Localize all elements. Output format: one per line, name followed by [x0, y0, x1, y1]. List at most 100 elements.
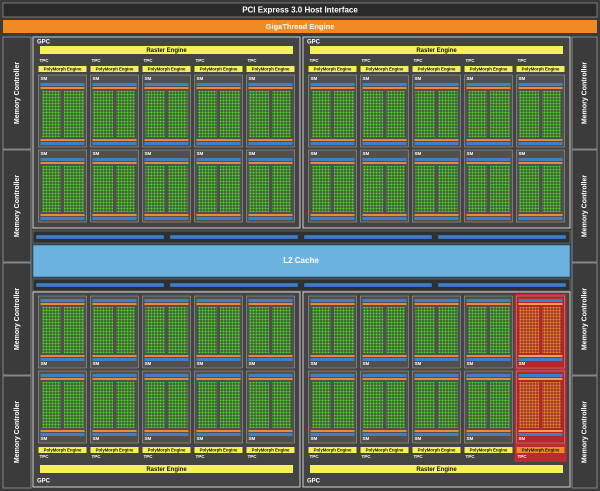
sm-label: SM: [519, 76, 526, 81]
sm-bar: [92, 355, 137, 357]
sm-bar: [40, 139, 85, 141]
polymorph-engine: [360, 447, 409, 453]
sm-bar: [414, 299, 459, 302]
memory-controller: [2, 375, 32, 489]
sm-bar: [466, 162, 511, 164]
sm-bar: [518, 433, 563, 436]
tpc-label: TPC: [144, 454, 154, 459]
core-block: [415, 307, 435, 353]
polymorph-engine: [142, 447, 191, 453]
sm-bar: [466, 303, 511, 305]
core-block: [334, 307, 354, 353]
raster-engine: [310, 465, 563, 473]
sm-bar: [248, 87, 293, 89]
sm-bar: [248, 378, 293, 380]
core-block: [334, 91, 354, 137]
core-block: [542, 382, 562, 428]
sm-bar: [414, 374, 459, 377]
core-block: [490, 91, 510, 137]
sm-bar: [362, 162, 407, 164]
sm-label: SM: [363, 436, 370, 441]
sm-label: SM: [363, 361, 370, 366]
core-block: [363, 382, 383, 428]
core-block: [311, 382, 331, 428]
polymorph-engine: [308, 66, 357, 72]
core-block: [363, 307, 383, 353]
memory-controller: [2, 262, 32, 376]
sm-bar: [144, 299, 189, 302]
polymorph-label: PolyMorph Engine: [522, 447, 560, 452]
crossbar-link: [35, 282, 165, 288]
tpc-label: TPC: [362, 454, 372, 459]
sm-bar: [414, 214, 459, 216]
sm-bar: [414, 378, 459, 380]
sm-bar: [466, 139, 511, 141]
sm-label: SM: [145, 151, 152, 156]
sm-bar: [466, 430, 511, 432]
core-block: [220, 382, 240, 428]
polymorph-label: PolyMorph Engine: [44, 447, 82, 452]
polymorph-label: PolyMorph Engine: [148, 66, 186, 71]
core-block: [116, 307, 136, 353]
core-block: [415, 382, 435, 428]
sm-bar: [248, 158, 293, 161]
core-block: [490, 307, 510, 353]
sm-bar: [40, 142, 85, 145]
sm-bar: [92, 214, 137, 216]
tpc-label: TPC: [248, 58, 258, 63]
sm-label: SM: [197, 76, 204, 81]
tpc-label: TPC: [196, 454, 206, 459]
sm-bar: [92, 139, 137, 141]
sm-bar: [466, 142, 511, 145]
sm-bar: [414, 355, 459, 357]
sm-bar: [466, 374, 511, 377]
core-block: [490, 166, 510, 212]
sm-bar: [466, 433, 511, 436]
sm-bar: [248, 217, 293, 220]
core-block: [168, 91, 188, 137]
sm-label: SM: [467, 151, 474, 156]
polymorph-engine: [516, 447, 565, 453]
polymorph-label: PolyMorph Engine: [200, 66, 238, 71]
sm-bar: [362, 214, 407, 216]
core-block: [64, 166, 84, 212]
sm-bar: [196, 374, 241, 377]
sm-label: SM: [41, 361, 48, 366]
sm-bar: [310, 355, 355, 357]
sm-bar: [248, 162, 293, 164]
core-block: [386, 382, 406, 428]
sm-bar: [518, 378, 563, 380]
core-block: [116, 166, 136, 212]
sm-bar: [362, 83, 407, 86]
core-block: [168, 307, 188, 353]
sm-bar: [40, 358, 85, 361]
sm-label: SM: [197, 151, 204, 156]
core-block: [363, 91, 383, 137]
polymorph-engine: [412, 447, 461, 453]
tpc-label: TPC: [466, 58, 476, 63]
core-block: [272, 91, 292, 137]
tpc-label: TPC: [518, 454, 528, 459]
memory-controller: [571, 375, 598, 489]
crossbar-strip: [32, 230, 571, 244]
polymorph-engine: [194, 447, 243, 453]
sm-bar: [414, 162, 459, 164]
sm-label: SM: [311, 76, 318, 81]
memory-controller: [2, 149, 32, 263]
sm-bar: [518, 299, 563, 302]
sm-bar: [466, 358, 511, 361]
polymorph-engine: [412, 66, 461, 72]
tpc-label: TPC: [518, 58, 528, 63]
polymorph-engine: [246, 66, 295, 72]
core-block: [363, 166, 383, 212]
core-block: [145, 91, 165, 137]
core-block: [386, 91, 406, 137]
core-block: [467, 91, 487, 137]
polymorph-label: PolyMorph Engine: [470, 66, 508, 71]
sm-label: SM: [41, 76, 48, 81]
sm-bar: [196, 303, 241, 305]
sm-bar: [518, 355, 563, 357]
crossbar-link: [437, 234, 567, 240]
core-block: [197, 307, 217, 353]
